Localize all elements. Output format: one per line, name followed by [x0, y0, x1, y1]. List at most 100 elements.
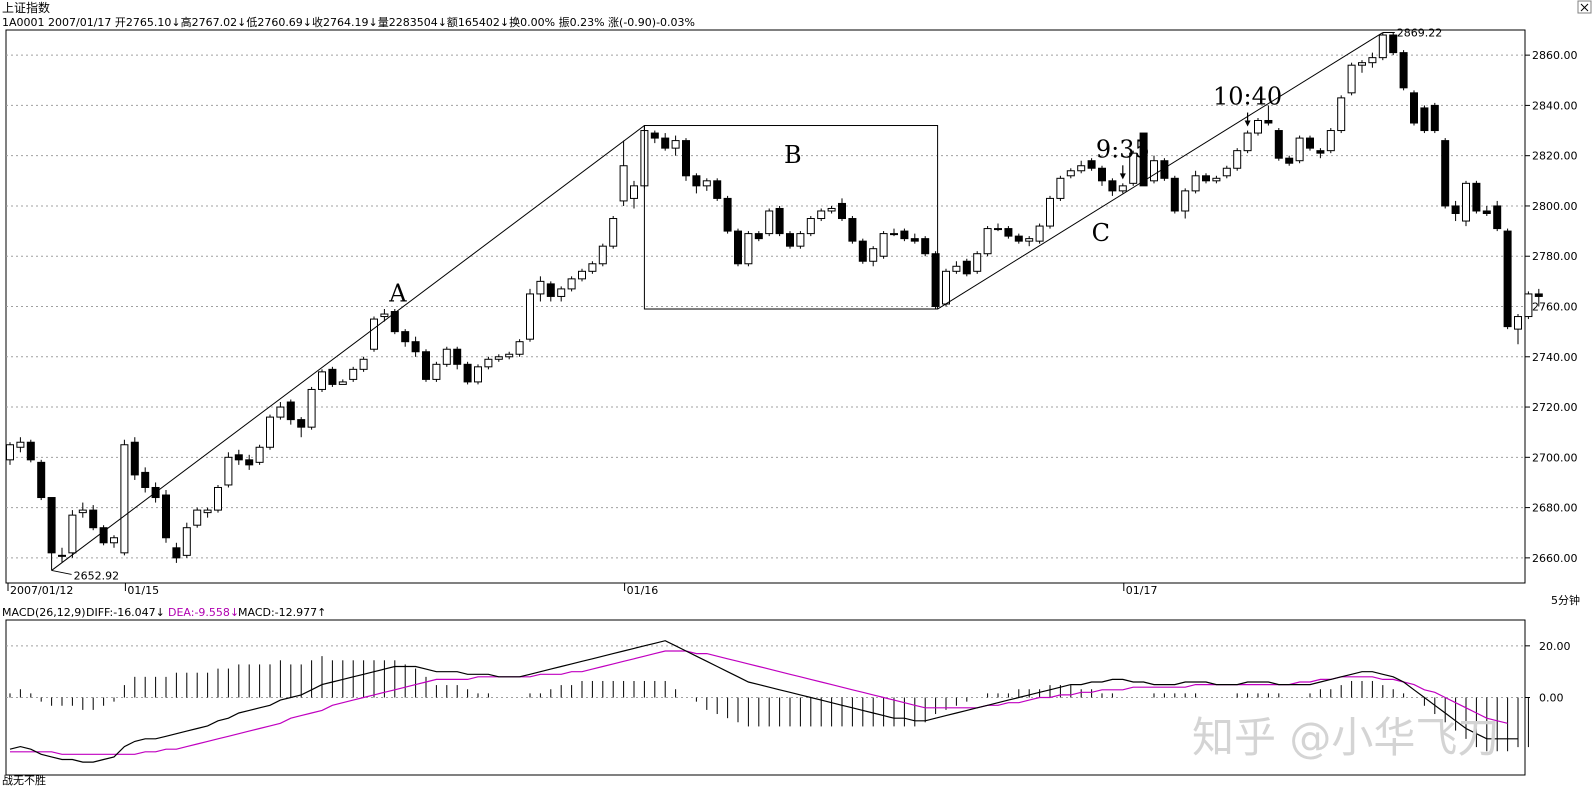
candle-body-down [858, 240, 867, 262]
candle-body-up [619, 165, 628, 202]
price-tick-label: 2820.00 [1532, 150, 1578, 163]
marker-1040-label: 10:40 [1213, 83, 1282, 111]
label-b: B [784, 141, 802, 169]
candle-body-down [921, 238, 930, 255]
candle-body-down [1451, 205, 1460, 214]
candle-body-up [1118, 185, 1127, 192]
candle-body-up [702, 180, 711, 187]
candle-body-down [1410, 92, 1418, 124]
label-c: C [1092, 219, 1110, 247]
dea-line [10, 650, 1508, 755]
candle-body-up [276, 406, 285, 418]
candle-body-up [120, 444, 129, 554]
macd-tick-label: 20.00 [1539, 640, 1571, 653]
candle-body-down [931, 253, 940, 307]
candle-body-down [1139, 132, 1148, 187]
candle-body-down [692, 175, 701, 187]
price-tick-label: 2660.00 [1532, 552, 1578, 565]
candle-body-up [1378, 34, 1387, 59]
candle-body-up [193, 509, 202, 526]
candle-body-up [1222, 167, 1231, 177]
candle-body-up [890, 233, 898, 236]
close-icon[interactable] [1577, 0, 1592, 14]
candle-body-down [1285, 157, 1294, 164]
marker-0935-label: 9:35 [1096, 135, 1150, 163]
candle-body-down [47, 497, 56, 554]
macd-grid [6, 645, 1525, 698]
trendline-a [51, 125, 645, 571]
candle-body-down [650, 132, 659, 139]
macd-panel: 0.00 20.00 [5, 619, 1571, 776]
candle-body-up [203, 509, 212, 514]
candle-body-up [983, 228, 992, 255]
period-label[interactable]: 5分钟 [1551, 593, 1580, 607]
macd-histogram [9, 656, 1529, 752]
candle-body-down [453, 348, 462, 365]
candle-body-down [910, 238, 919, 242]
candle-body-down [1004, 228, 1013, 237]
candle-body-down [162, 494, 170, 539]
candlestick-series [6, 32, 1543, 571]
price-tick-label: 2780.00 [1532, 250, 1578, 263]
candle-body-up [1243, 132, 1252, 152]
candle-body-up [78, 509, 87, 514]
candle-body-up [1077, 165, 1086, 172]
time-tick-label: 01/17 [1126, 584, 1158, 597]
candle-body-down [37, 461, 46, 499]
candle-body-down [245, 459, 254, 466]
candle-body-down [1420, 107, 1429, 132]
candle-body-down [962, 260, 971, 275]
candle-body-up [484, 358, 493, 368]
candle-body-down [734, 230, 742, 265]
candle-body-up [432, 363, 441, 380]
candle-body-up [224, 456, 233, 486]
candle-body-up [817, 210, 826, 220]
consolidation-box-b [643, 125, 939, 310]
candle-body-up [380, 313, 389, 318]
candle-body-up [952, 265, 961, 272]
window-title: 上证指数 [2, 0, 50, 15]
candle-body-up [526, 293, 534, 340]
candle-body-down [297, 419, 306, 428]
info-line: 1A0001 2007/01/17 开2765.10↓高2767.02↓低276… [2, 15, 695, 29]
candle-body-up [1254, 119, 1262, 134]
candle-body-down [1472, 182, 1481, 212]
candle-body-up [671, 140, 680, 149]
time-axis: 2007/01/12 01/15 01/16 01/17 [6, 582, 1525, 597]
candle-body-up [110, 537, 118, 544]
candle-body-down [1306, 137, 1314, 149]
candle-body-up [973, 253, 982, 272]
candle-body-up [827, 207, 836, 212]
low-value-label: 2652.92 [74, 569, 120, 582]
macd-y-axis: 0.00 20.00 [1525, 640, 1571, 705]
candle-body-down [1160, 160, 1169, 179]
marker-0935-arrow-icon [1119, 173, 1126, 180]
candle-body-up [1181, 190, 1190, 212]
candle-body-up [536, 280, 545, 295]
candle-body-down [775, 207, 784, 235]
high-value-label: 2869.22 [1397, 27, 1443, 40]
candle-body-up [1056, 177, 1065, 199]
candle-body-up [1233, 150, 1242, 169]
candle-body-up [1347, 64, 1356, 94]
candle-body-up [942, 270, 950, 305]
price-tick-label: 2720.00 [1532, 401, 1578, 414]
candle-body-down [754, 233, 763, 240]
marker-1040-arrow-icon [1244, 120, 1251, 127]
candle-body-up [349, 368, 358, 380]
candle-body-up [806, 218, 815, 235]
candle-body-up [765, 210, 774, 235]
price-y-axis: 2660.00 2680.00 2700.00 2720.00 2740.00 2760.… [1525, 49, 1578, 565]
price-tick-label: 2860.00 [1532, 49, 1578, 62]
candle-body-up [68, 514, 77, 554]
candle-body-up [796, 233, 805, 247]
candle-body-down [1534, 293, 1543, 297]
trendline-c [937, 32, 1384, 310]
diff-line [9, 640, 1518, 763]
candle-body-up [266, 416, 274, 448]
candle-body-up [578, 270, 586, 280]
candle-body-up [557, 288, 566, 297]
price-tick-label: 2680.00 [1532, 502, 1578, 515]
candle-body-up [255, 446, 264, 463]
price-tick-label: 2840.00 [1532, 99, 1578, 112]
